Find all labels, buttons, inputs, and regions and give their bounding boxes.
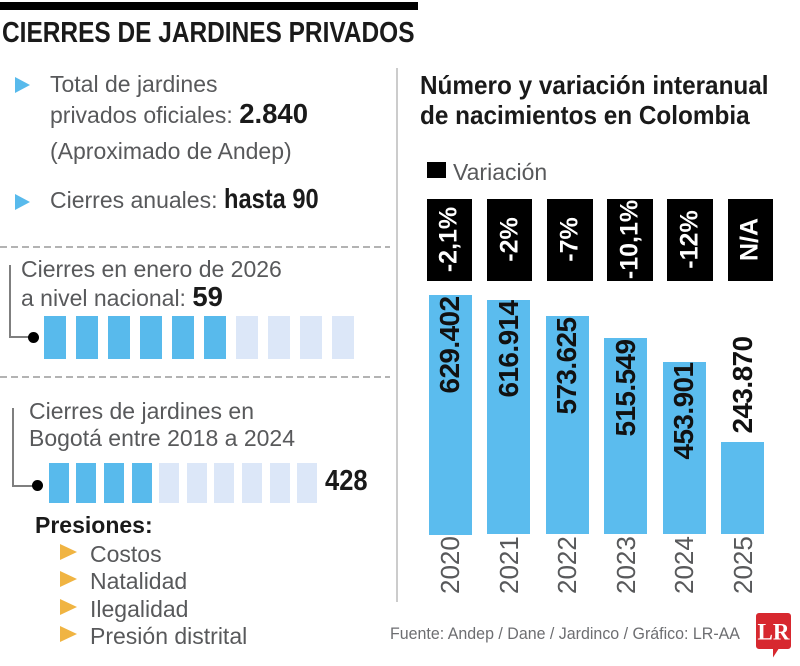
svg-text:LR: LR (758, 620, 790, 645)
